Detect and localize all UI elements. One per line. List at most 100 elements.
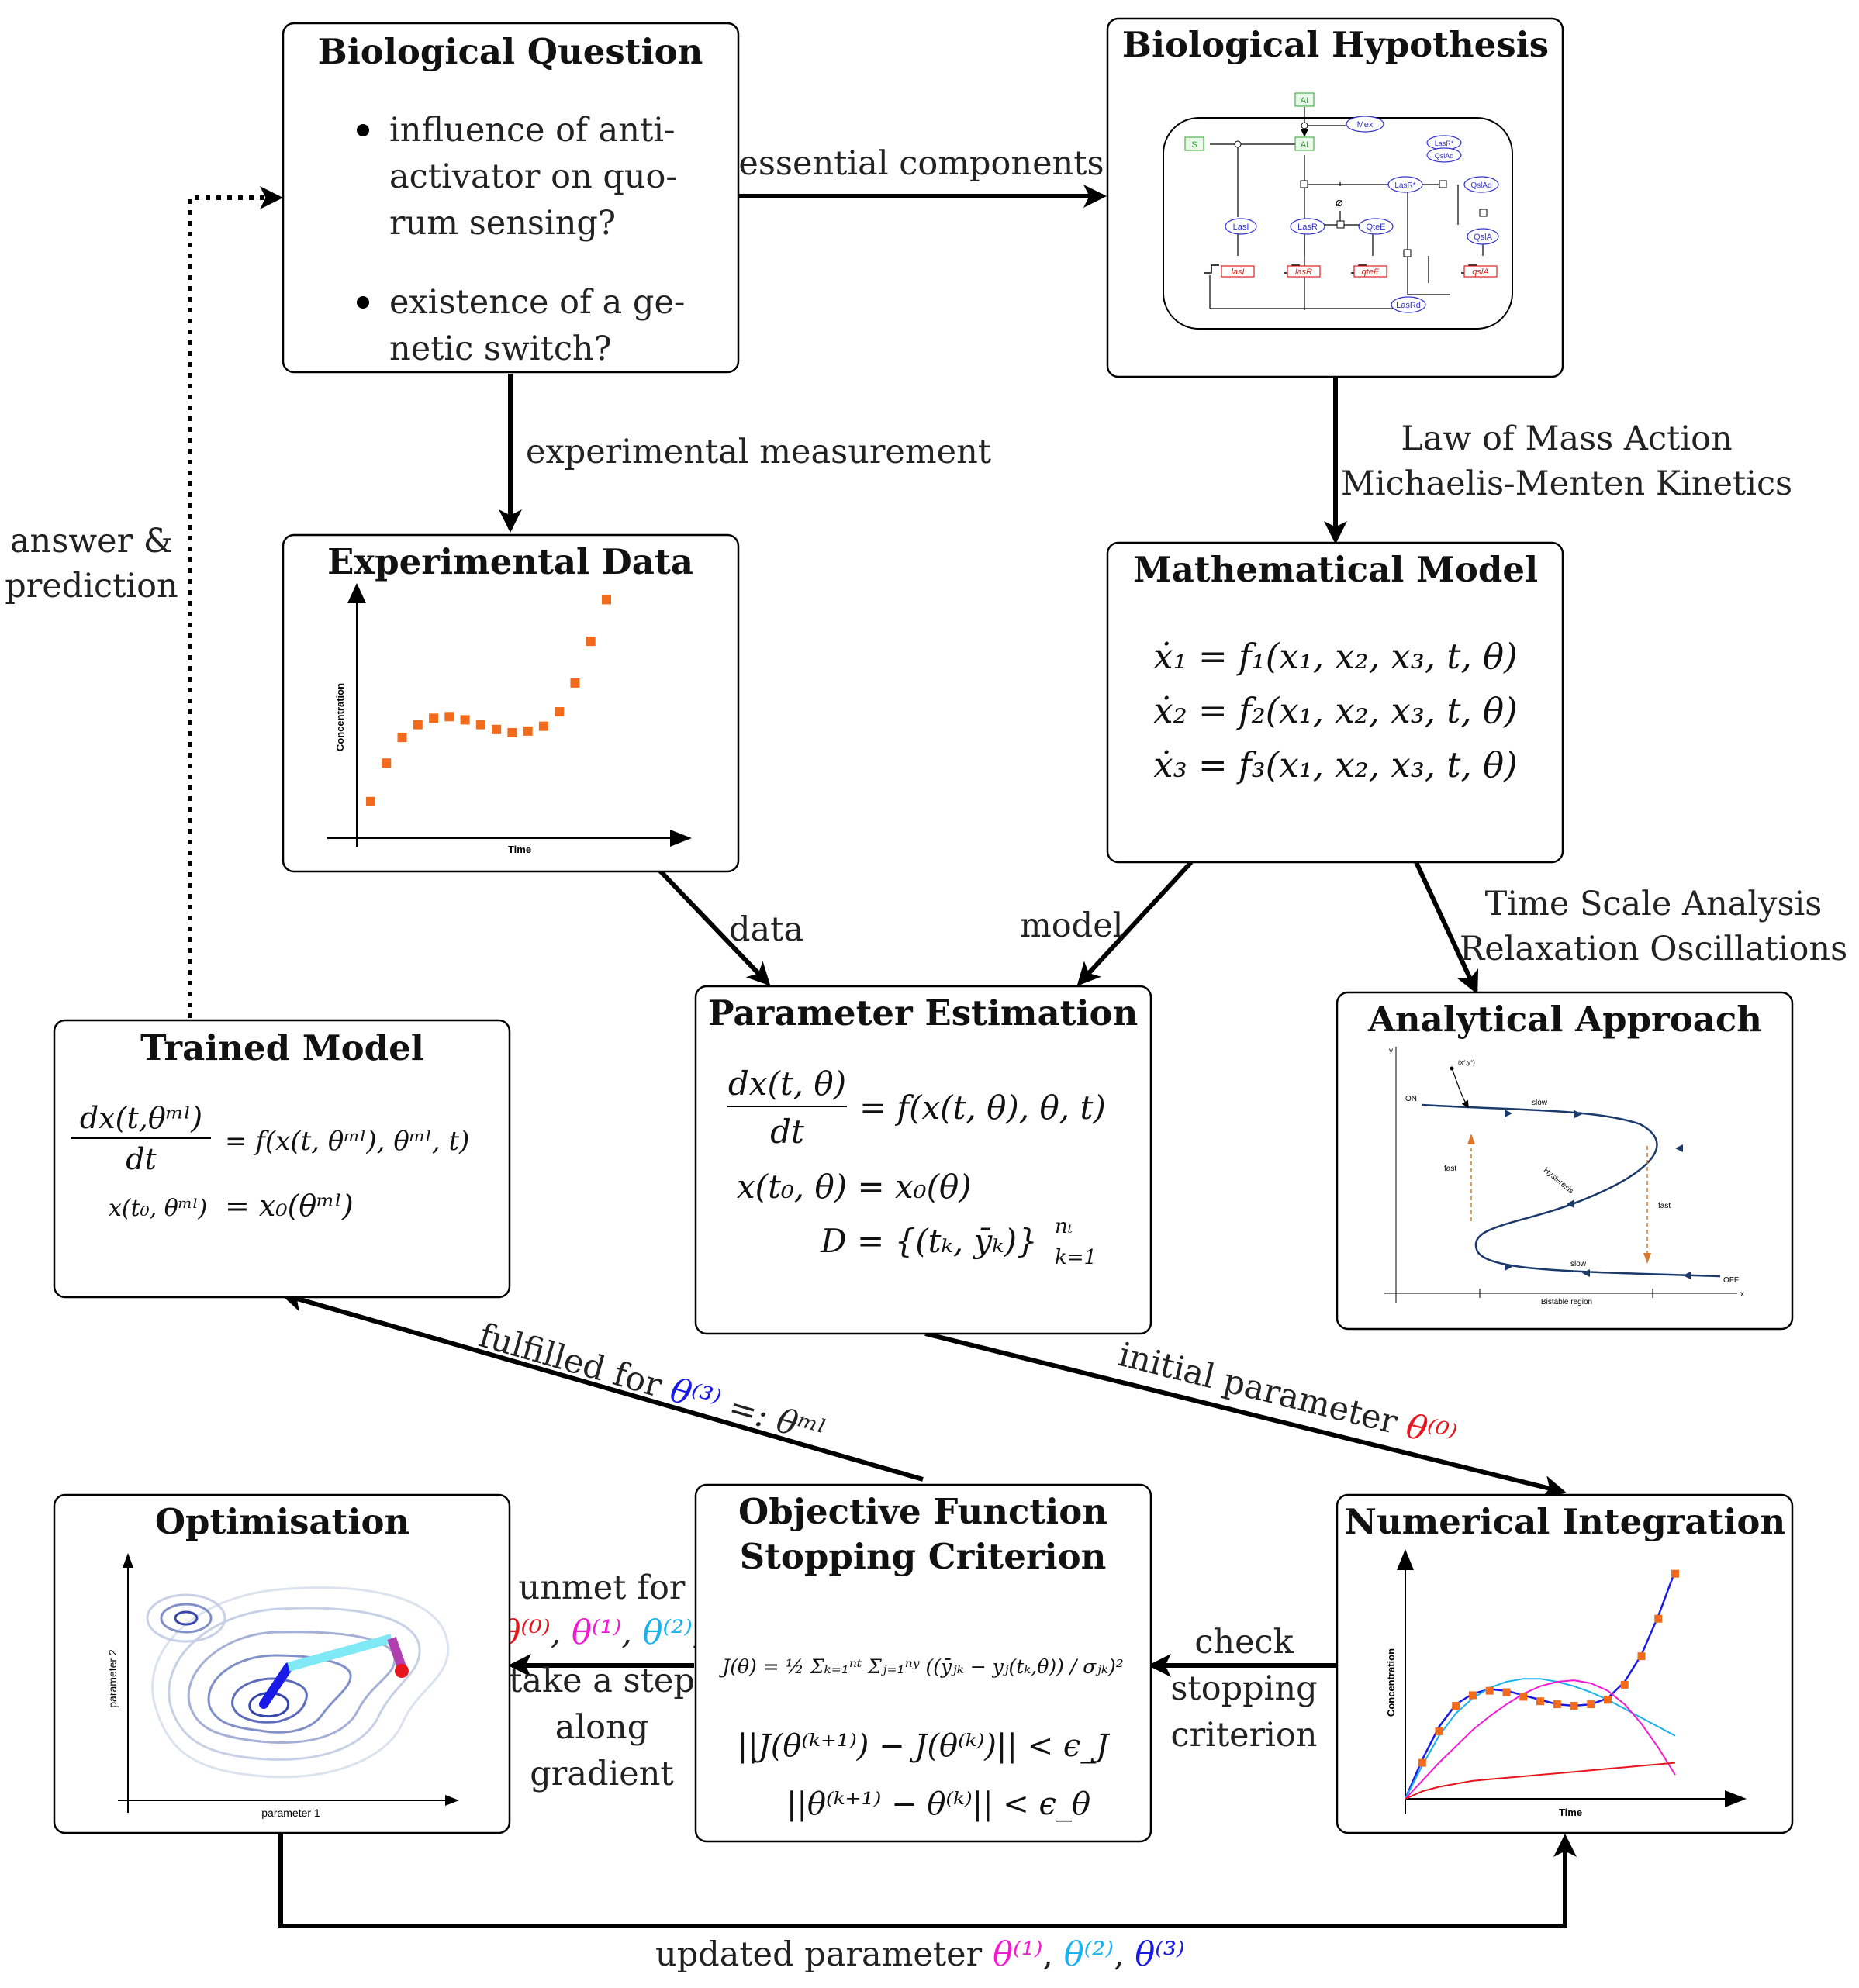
node-lasi: LasI: [1233, 223, 1249, 232]
node-s: S: [1191, 140, 1197, 150]
gene-lasr: lasR: [1295, 267, 1312, 277]
numint-points: [1418, 1569, 1679, 1767]
updated-theta2: θ⁽²⁾: [1064, 1935, 1114, 1974]
box-numerical-integration: Numerical Integration Concentration Time: [1336, 1493, 1794, 1834]
objective-crit1: ||J(θ⁽ᵏ⁺¹⁾) − J(θ⁽ᵏ⁾)|| < ϵ_J: [738, 1728, 1110, 1764]
exp-ylabel: Concentration: [334, 683, 346, 751]
label-fulfilled-rest: =: θᵐˡ: [724, 1388, 830, 1452]
hyst-xlabel: x: [1740, 1290, 1744, 1299]
hyst-on: ON: [1405, 1095, 1417, 1103]
node-ai-mid: AI: [1301, 140, 1308, 150]
label-timescale-2: Relaxation Oscillations: [1460, 930, 1847, 968]
node-mex: Mex: [1357, 120, 1374, 129]
numint-data-point: [1671, 1569, 1679, 1578]
unmet-theta1: θ⁽¹⁾: [572, 1614, 621, 1652]
numint-data-point: [1502, 1688, 1511, 1696]
label-unmet-thetas: θ⁽⁰⁾, θ⁽¹⁾, θ⁽²⁾,: [500, 1614, 703, 1652]
pe-eq1-rhs: = f(x(t, θ), θ, t): [859, 1089, 1106, 1127]
exp-data-point: [444, 712, 454, 722]
exp-data-point: [602, 595, 611, 605]
node-qslad-a: QslAd: [1435, 152, 1454, 160]
exp-data-point: [366, 796, 375, 806]
opt-start-point: [395, 1664, 409, 1678]
numint-data-point: [1587, 1700, 1595, 1709]
opt-ylabel: parameter 2: [106, 1649, 119, 1708]
exp-data-point: [397, 733, 407, 743]
label-updated: updated parameter θ⁽¹⁾, θ⁽²⁾, θ⁽³⁾: [655, 1935, 1185, 1974]
label-initial-theta: θ⁽⁰⁾: [1402, 1407, 1460, 1457]
label-check-2: stopping: [1170, 1669, 1317, 1708]
contour-plot: parameter 2 parameter 1: [106, 1553, 459, 1819]
hyst-slow-bottom: slow: [1570, 1260, 1587, 1268]
hyst-fast-left: fast: [1444, 1165, 1456, 1173]
numint-data-point: [1418, 1758, 1426, 1767]
trained-eq2-rhs: = x₀(θᵐˡ): [225, 1189, 354, 1223]
numint-data-point: [1570, 1702, 1578, 1710]
objective-j-eq: J(θ) = ½ Σₖ₌₁ⁿᵗ Σⱼ₌₁ⁿʸ ((ȳⱼₖ − yⱼ(tₖ,θ))…: [718, 1655, 1124, 1678]
title-experimental-data: Experimental Data: [327, 541, 693, 582]
label-unmet-2: take a step: [509, 1662, 695, 1700]
label-initial-text: initial parameter: [1114, 1335, 1401, 1442]
label-initial: initial parameterθ⁽⁰⁾: [1114, 1335, 1460, 1457]
title-parameter-estimation: Parameter Estimation: [708, 992, 1139, 1034]
exp-data-chart: Concentration Time: [327, 583, 692, 855]
node-lasr-star-a: LasR*: [1435, 140, 1454, 147]
numint-data-point: [1620, 1680, 1629, 1689]
box-biological-hypothesis: Biological Hypothesis: [1106, 17, 1564, 378]
hyst-point: (x*,y*): [1458, 1059, 1475, 1066]
exp-data-point: [555, 707, 565, 717]
trained-eq1-den: dt: [126, 1142, 157, 1176]
pe-eq2: x(t₀, θ) = x₀(θ): [737, 1168, 972, 1206]
bullet1-line2: activator on quo-: [389, 157, 677, 196]
exp-data-point: [507, 727, 517, 737]
bullet2-line2: netic switch?: [389, 330, 612, 368]
numint-xlabel: Time: [1559, 1807, 1582, 1818]
updated-theta3: θ⁽³⁾: [1135, 1935, 1184, 1974]
arrow-timescale: [1414, 861, 1479, 995]
node-lasr-star: LasR*: [1394, 181, 1415, 190]
exp-xlabel: Time: [508, 844, 531, 855]
arrow-fulfilled: [280, 1289, 924, 1482]
opt-step-cyan: [287, 1634, 393, 1672]
label-model: model: [1020, 906, 1123, 945]
label-exp-meas: experimental measurement: [526, 433, 991, 471]
node-qtee: QteE: [1366, 223, 1385, 232]
node-ai-top: AI: [1301, 96, 1308, 105]
box-analytical-approach: Analytical Approach y x Bistable region: [1336, 991, 1794, 1331]
hyst-bistable: Bistable region: [1541, 1298, 1592, 1306]
network-diagram: ⌀ AI S AI Mex LasR* QslA: [1163, 92, 1513, 330]
hyst-off: OFF: [1723, 1276, 1739, 1285]
box-biological-question: Biological Question influence of anti- a…: [282, 22, 740, 374]
hyst-slow-top: slow: [1532, 1099, 1548, 1107]
title-objective-line2: Stopping Criterion: [740, 1536, 1107, 1577]
exp-data-point: [382, 758, 392, 768]
exp-data-point: [538, 721, 548, 731]
gene-qsla: qslA: [1472, 267, 1488, 277]
box-mathematical-model: Mathematical Model ẋ₁ = f₁(x₁, x₂, x₃, t…: [1106, 541, 1564, 864]
arrow-updated: [278, 1831, 1577, 1928]
numint-data-point: [1435, 1727, 1443, 1735]
numint-chart: Concentration Time: [1385, 1549, 1747, 1818]
numint-data-point: [1637, 1652, 1646, 1661]
svg-text:⌀: ⌀: [1336, 196, 1343, 209]
label-timescale-1: Time Scale Analysis: [1485, 885, 1823, 923]
trained-eq2-lhs: x(t₀, θᵐˡ): [109, 1195, 207, 1222]
eq-xdot2: ẋ₂ = f₂(x₁, x₂, x₃, t, θ): [1153, 690, 1517, 731]
label-answer-2: prediction: [5, 567, 178, 606]
exp-data-point: [523, 726, 533, 736]
box-experimental-data: Experimental Data Concentration Time: [282, 533, 740, 873]
box-objective-function: Objective Function Stopping Criterion J(…: [694, 1483, 1152, 1843]
title-objective-line1: Objective Function: [738, 1491, 1107, 1532]
label-essential: essential components: [738, 144, 1104, 183]
exp-data-point: [586, 637, 596, 647]
pe-eq3: D = {(tₖ, ȳₖ)}: [820, 1222, 1038, 1260]
label-unmet-4: gradient: [530, 1755, 673, 1793]
title-optimisation: Optimisation: [155, 1501, 409, 1542]
bullet-icon: [357, 296, 369, 309]
label-mass-action-2: Michaelis-Menten Kinetics: [1341, 464, 1792, 503]
numint-series-line: [1405, 1679, 1676, 1800]
label-check-3: criterion: [1170, 1716, 1317, 1755]
exp-data-point: [429, 713, 439, 723]
label-answer-1: answer &: [10, 522, 173, 561]
opt-step-magenta: [387, 1637, 406, 1669]
